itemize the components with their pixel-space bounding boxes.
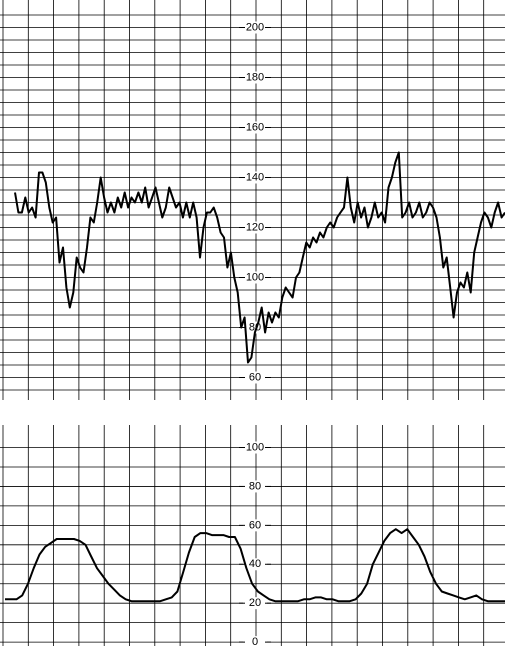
label-bg bbox=[243, 321, 267, 334]
trace-line bbox=[14, 151, 505, 364]
y-tick-label: 60 bbox=[249, 371, 261, 383]
y-tick-label: 120 bbox=[246, 221, 264, 233]
y-tick-label: 180 bbox=[246, 71, 264, 83]
label-bg bbox=[243, 21, 267, 34]
y-tick-label: 100 bbox=[246, 441, 264, 453]
y-tick-label: 140 bbox=[246, 171, 264, 183]
label-bg bbox=[243, 221, 267, 234]
y-tick-label: 100 bbox=[246, 271, 264, 283]
label-bg bbox=[243, 558, 267, 571]
y-tick-label: 20 bbox=[249, 597, 261, 609]
y-tick-label: 60 bbox=[249, 519, 261, 531]
label-bg bbox=[243, 271, 267, 284]
label-bg bbox=[243, 636, 267, 649]
y-tick-label: 0 bbox=[252, 636, 258, 646]
label-bg bbox=[243, 171, 267, 184]
label-bg bbox=[243, 371, 267, 384]
y-tick-label: 80 bbox=[249, 480, 261, 492]
label-bg bbox=[243, 71, 267, 84]
label-bg bbox=[243, 121, 267, 134]
label-bg bbox=[243, 597, 267, 610]
trace-line bbox=[5, 528, 505, 603]
y-tick-label: 160 bbox=[246, 121, 264, 133]
label-bg bbox=[243, 519, 267, 532]
y-tick-label: 200 bbox=[246, 21, 264, 33]
label-bg bbox=[243, 441, 267, 454]
label-bg bbox=[243, 480, 267, 493]
y-tick-label: 40 bbox=[249, 558, 261, 570]
